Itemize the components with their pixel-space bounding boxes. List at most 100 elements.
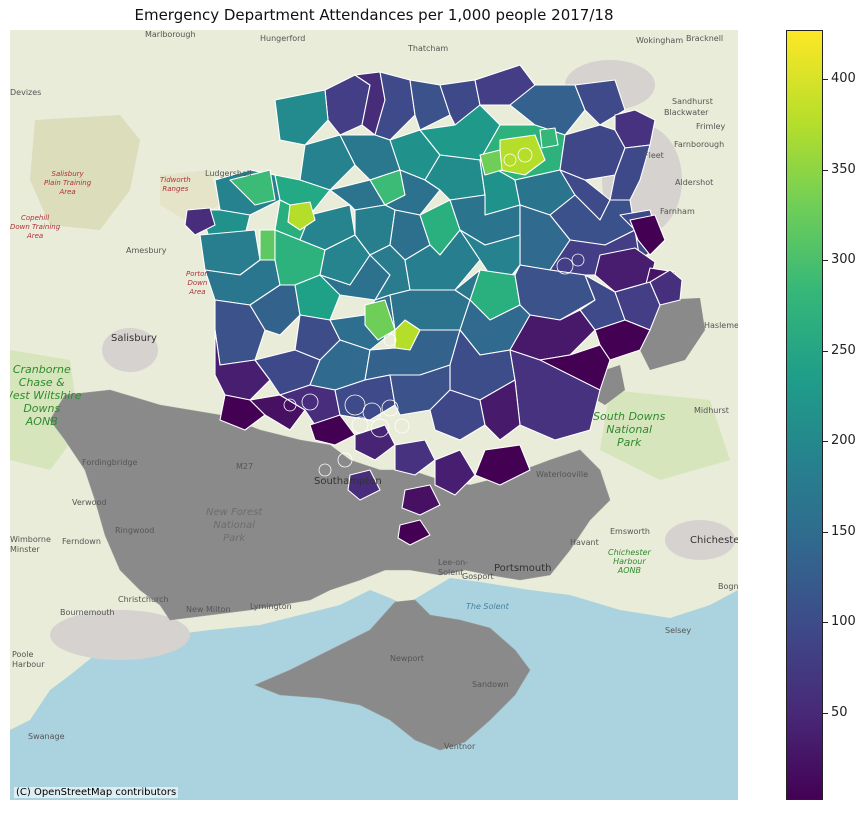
cranborne-area [10,350,80,470]
colorbar-tick-label: 300 [831,252,856,268]
label-aldershot: Aldershot [675,178,714,187]
basemap-svg [10,30,738,800]
ward[interactable] [649,269,683,306]
tidworth-area [160,170,220,220]
label-south-downs: South Downs National Park [593,410,666,449]
label-ludgershall: Ludgershall [205,169,252,178]
label-wokingham: Wokingham [636,36,684,45]
label-ventnor: Ventnor [444,742,476,751]
label-devizes: Devizes [10,88,42,97]
label-bracknell: Bracknell [686,34,724,43]
label-ferndown: Ferndown [62,537,101,546]
ward[interactable] [397,519,431,546]
label-bournemouth: Bournemouth [60,608,115,617]
ward[interactable] [454,269,481,301]
colorbar-tick [823,531,828,533]
label-selsey: Selsey [665,626,692,635]
ward[interactable] [629,214,666,256]
colorbar-tick-label: 400 [831,70,856,86]
label-blackwater: Blackwater [664,108,709,117]
ward[interactable] [354,424,396,461]
label-m27: M27 [236,462,254,471]
no-data-region-east [640,298,705,370]
label-wimborne: Wimborne Minster [10,535,51,554]
ward[interactable] [294,274,341,321]
colorbar-tick-label: 250 [831,342,856,358]
label-new-milton: New Milton [186,605,231,614]
label-lymington: Lymington [250,602,292,611]
label-christchurch: Christchurch [118,595,169,604]
colorbar-tick-label: 100 [831,614,856,630]
label-hungerford: Hungerford [260,34,306,43]
map-title: Emergency Department Attendances per 1,0… [134,6,614,24]
label-haslemere: Haslemere [704,321,738,330]
colorbar-tick-label: 150 [831,523,856,539]
colorbar-tick-label: 350 [831,161,856,177]
south-downs-area [600,390,730,480]
colorbar-tick [823,441,828,443]
label-newport: Newport [390,654,424,663]
ward[interactable] [249,394,306,431]
colorbar-tick [823,622,828,624]
town-bournemouth [50,610,190,660]
colorbar-tick-label: 200 [831,433,856,449]
label-midhurst: Midhurst [694,406,729,415]
ward[interactable] [574,79,626,126]
ward[interactable] [347,469,381,501]
ward[interactable] [479,149,503,176]
label-fordingbridge: Fordingbridge [82,458,138,467]
ward[interactable] [539,127,559,149]
ward[interactable] [539,344,611,391]
ward[interactable] [274,89,329,146]
label-salisbury: Salisbury [111,333,157,344]
colorbar [786,30,823,800]
map-attribution: (C) OpenStreetMap contributors [14,787,179,798]
label-the-solent: The Solent [466,602,509,611]
town-salisbury [102,328,158,372]
label-porton: Porton Down Area [186,270,209,296]
colorbar-tick [823,713,828,715]
ward[interactable] [394,439,436,476]
town-chichester [665,520,735,560]
ward[interactable] [409,79,451,131]
ward[interactable] [259,229,276,261]
label-poole: Poole Harbour [12,650,45,669]
ward[interactable] [299,134,356,191]
colorbar-tick-label: 50 [831,705,848,721]
ward[interactable] [559,124,626,181]
label-waterlooville: Waterlooville [536,470,588,479]
colorbar-tick [823,169,828,171]
label-cranborne: Cranborne Chase & West Wiltshire Downs A… [10,363,82,428]
label-verwood: Verwood [72,498,107,507]
ward[interactable] [229,169,276,206]
label-sandhurst: Sandhurst [672,97,713,106]
ward[interactable] [474,444,531,486]
colorbar-tick [823,350,828,352]
colorbar-tick [823,78,828,80]
ward[interactable] [401,484,441,516]
city-wards-cluster [283,147,585,477]
label-farnborough: Farnborough [674,140,725,149]
label-frimley: Frimley [696,122,726,131]
ward[interactable] [274,174,331,216]
label-new-forest: New Forest National Park [206,507,263,544]
label-havant: Havant [570,538,599,547]
ward[interactable] [614,281,661,331]
map-panel[interactable]: Marlborough Hungerford Thatcham Wokingha… [10,30,738,800]
ward[interactable] [434,449,476,496]
label-marlborough: Marlborough [145,30,196,39]
ward[interactable] [214,329,271,401]
ward[interactable] [184,207,216,236]
ward-andover[interactable] [287,201,316,231]
salisbury-plain-area [30,115,140,230]
ward[interactable] [309,414,356,446]
ward[interactable] [479,379,521,441]
label-salisbury-plain: Salisbury Plain Training Area [44,170,92,196]
label-gosport: Gosport [462,572,494,581]
no-data-region-south [49,389,611,621]
label-ringwood: Ringwood [115,526,155,535]
colorbar-tick [823,260,828,262]
label-copehill: Copehill Down Training Area [10,214,61,240]
label-fleet: Fleet [644,151,664,160]
label-portsmouth: Portsmouth [494,563,552,574]
